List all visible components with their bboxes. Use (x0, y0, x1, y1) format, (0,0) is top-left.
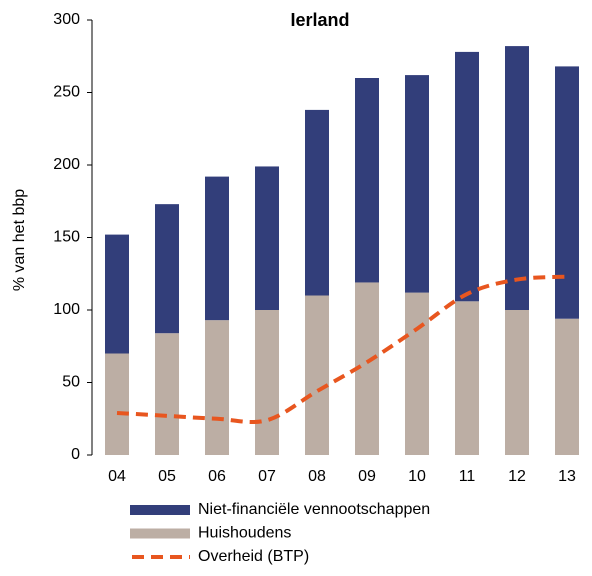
y-tick-label: 50 (62, 374, 80, 391)
bar (155, 204, 179, 334)
y-tick-label: 300 (53, 11, 80, 28)
legend-swatch (130, 505, 190, 515)
bar (505, 46, 529, 310)
x-tick-label: 07 (258, 468, 276, 485)
x-tick-label: 12 (508, 468, 526, 485)
line (116, 274, 568, 425)
x-tick-label: 08 (308, 468, 326, 485)
y-tick-label: 100 (53, 301, 80, 318)
bar (255, 310, 279, 455)
bar (505, 310, 529, 455)
y-tick-label: 150 (53, 229, 80, 246)
legend-label: Huishoudens (198, 525, 291, 542)
y-tick-label: 200 (53, 156, 80, 173)
bar (255, 166, 279, 310)
bar (405, 292, 429, 455)
x-tick-label: 05 (158, 468, 176, 485)
y-axis-label: % van het bbp (11, 189, 28, 291)
chart-title: Ierland (290, 10, 349, 30)
bar (205, 320, 229, 455)
bar (105, 234, 129, 354)
y-tick-label: 0 (71, 446, 80, 463)
y-tick-label: 250 (53, 84, 80, 101)
bar (205, 176, 229, 321)
x-tick-label: 13 (558, 468, 576, 485)
bar (155, 333, 179, 455)
bar (305, 109, 329, 296)
legend-label: Niet-financiële vennootschappen (198, 501, 430, 518)
legend-label: Overheid (BTP) (198, 548, 309, 565)
bar (305, 295, 329, 455)
bar (405, 75, 429, 293)
bar (555, 66, 579, 319)
bar (455, 51, 479, 302)
bar (105, 353, 129, 455)
bar (555, 318, 579, 455)
x-tick-label: 11 (459, 468, 476, 485)
bar (455, 301, 479, 455)
x-tick-label: 06 (208, 468, 226, 485)
bar (355, 78, 379, 283)
x-tick-label: 04 (108, 468, 126, 485)
x-tick-label: 10 (408, 468, 426, 485)
legend-swatch (130, 528, 190, 539)
x-tick-label: 09 (358, 468, 376, 485)
